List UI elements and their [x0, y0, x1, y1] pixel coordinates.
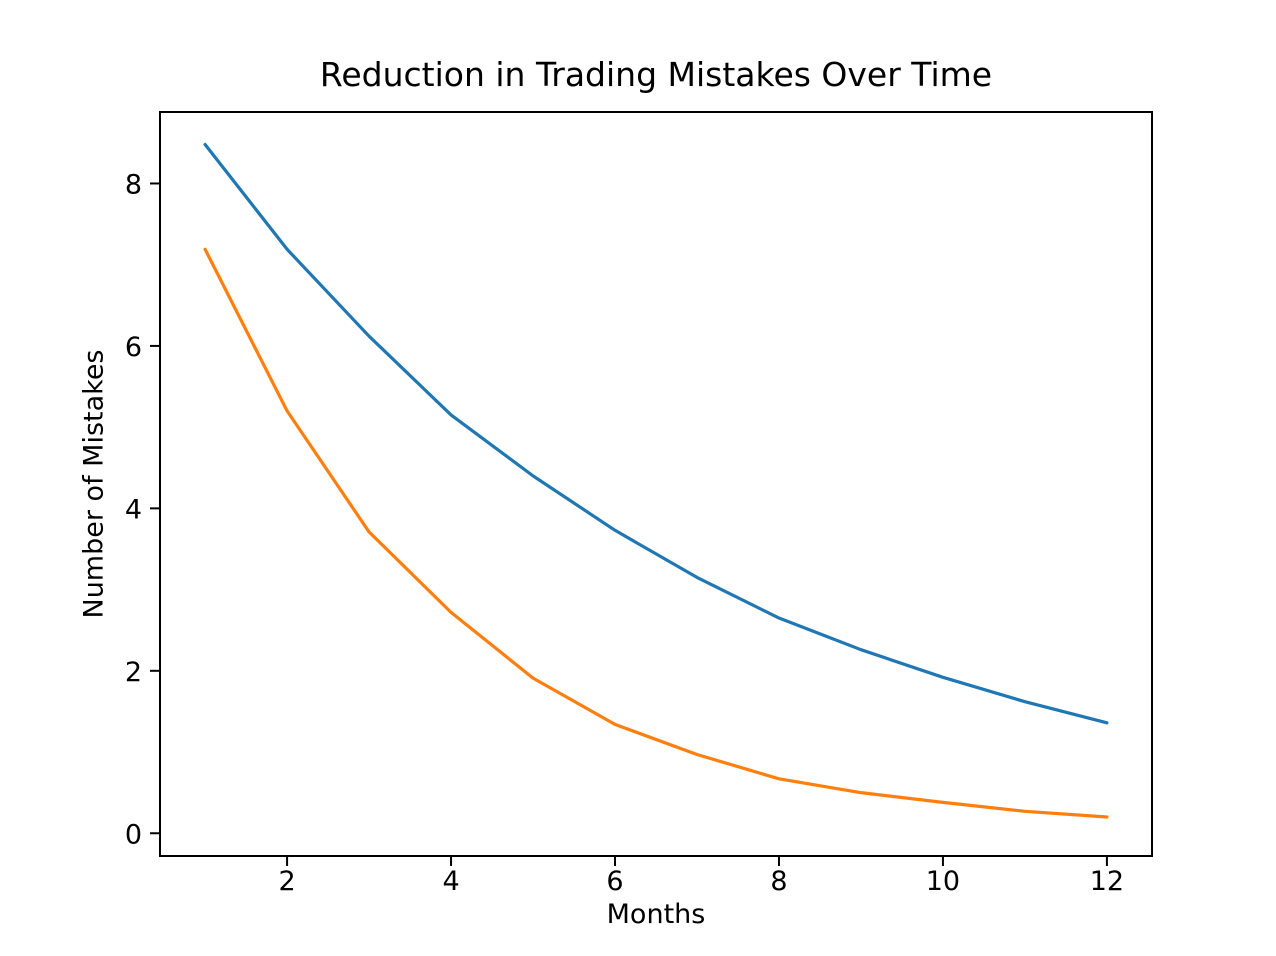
x-tick-label: 10 — [926, 866, 960, 897]
orange-line — [203, 247, 1109, 819]
x-tick-label: 6 — [606, 866, 623, 897]
x-tick-label: 8 — [770, 866, 787, 897]
y-tick-label: 8 — [125, 169, 142, 200]
y-tick-label: 4 — [125, 494, 142, 525]
blue-line — [203, 142, 1109, 725]
y-tick-label: 6 — [125, 332, 142, 363]
chart-title: Reduction in Trading Mistakes Over Time — [319, 55, 993, 94]
x-tick-label: 12 — [1090, 866, 1124, 897]
x-tick-label: 2 — [278, 866, 295, 897]
y-tick-label: 0 — [125, 819, 142, 850]
y-tick-label: 2 — [125, 657, 142, 688]
x-axis-label: Months — [606, 899, 706, 930]
x-tick-label: 4 — [442, 866, 459, 897]
axes-spines — [159, 111, 1153, 857]
